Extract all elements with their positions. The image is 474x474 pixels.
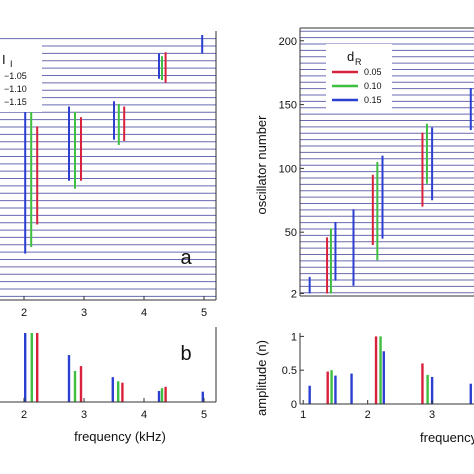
panel-c-legend-entry: 0.10 bbox=[364, 81, 382, 91]
panel-a-x-tick-label: 4 bbox=[141, 307, 147, 319]
panel-c-legend: d R0.05 0.10 0.15 bbox=[326, 44, 392, 110]
panel-a-legend-entry: −1.15 bbox=[4, 97, 27, 107]
panel-c-y-tick-label: 50 bbox=[285, 227, 297, 239]
panel-c-legend-entry: 0.15 bbox=[364, 95, 382, 105]
panel-d-x-tick-label: 3 bbox=[429, 409, 435, 421]
panel-a-legend-title: I bbox=[2, 52, 6, 67]
panel-c-y-tick-label: 150 bbox=[279, 100, 297, 112]
panel-c-legend-title-sub: R bbox=[355, 57, 362, 67]
marks-layer bbox=[24, 35, 472, 404]
panel-d-x-tick-label: 1 bbox=[300, 409, 306, 421]
panel-a-legend-entry: −1.05 bbox=[4, 71, 27, 81]
panel-a-letter: a bbox=[180, 247, 192, 269]
panel-c-legend-title: d bbox=[347, 49, 354, 64]
panel-c-ylabel: oscillator number bbox=[254, 115, 269, 215]
panel-b-x-tick-label: 5 bbox=[201, 409, 207, 421]
axes-layer bbox=[0, 27, 474, 405]
panel-a-legend-title-sub: I bbox=[10, 59, 13, 69]
panel-a-x-tick-label: 5 bbox=[201, 307, 207, 319]
panel-c-y-tick-label: 100 bbox=[279, 163, 297, 175]
panel-b-xlabel: frequency (kHz) bbox=[74, 429, 166, 444]
panel-d-y-tick-label: 0 bbox=[291, 399, 297, 411]
panel-a-legend: I I −1.05 −1.10 −1.15 bbox=[0, 44, 42, 112]
panel-d-y-tick-label: 0.5 bbox=[282, 365, 297, 377]
panel-a-legend-entry: −1.10 bbox=[4, 84, 27, 94]
panel-b-x-tick-label: 2 bbox=[21, 409, 27, 421]
panel-a-x-tick-label: 2 bbox=[21, 307, 27, 319]
panel-d-y-tick-label: 1 bbox=[291, 331, 297, 343]
text-layer: 2 3 4 5 a I I −1.05 −1.10 −1.15 2 3 4 5 frequency (kHz… bbox=[0, 36, 474, 445]
panel-a-x-tick-label: 3 bbox=[81, 307, 87, 319]
panel-c-y-tick-label: 2 bbox=[291, 288, 297, 300]
panel-d-ylabel: amplitude (n) bbox=[254, 340, 269, 416]
panel-a-legend-box bbox=[0, 44, 42, 112]
panel-d-x-tick-label: 2 bbox=[365, 409, 371, 421]
panel-b-letter: b bbox=[180, 343, 191, 365]
panel-b-x-tick-label: 4 bbox=[141, 409, 147, 421]
panel-b-x-tick-label: 3 bbox=[81, 409, 87, 421]
panel-d-xlabel: frequency (kHz) bbox=[420, 430, 474, 445]
panel-c-legend-entry: 0.05 bbox=[364, 67, 382, 77]
panel-c-y-tick-label: 200 bbox=[279, 36, 297, 48]
grid-layer bbox=[0, 30, 474, 297]
